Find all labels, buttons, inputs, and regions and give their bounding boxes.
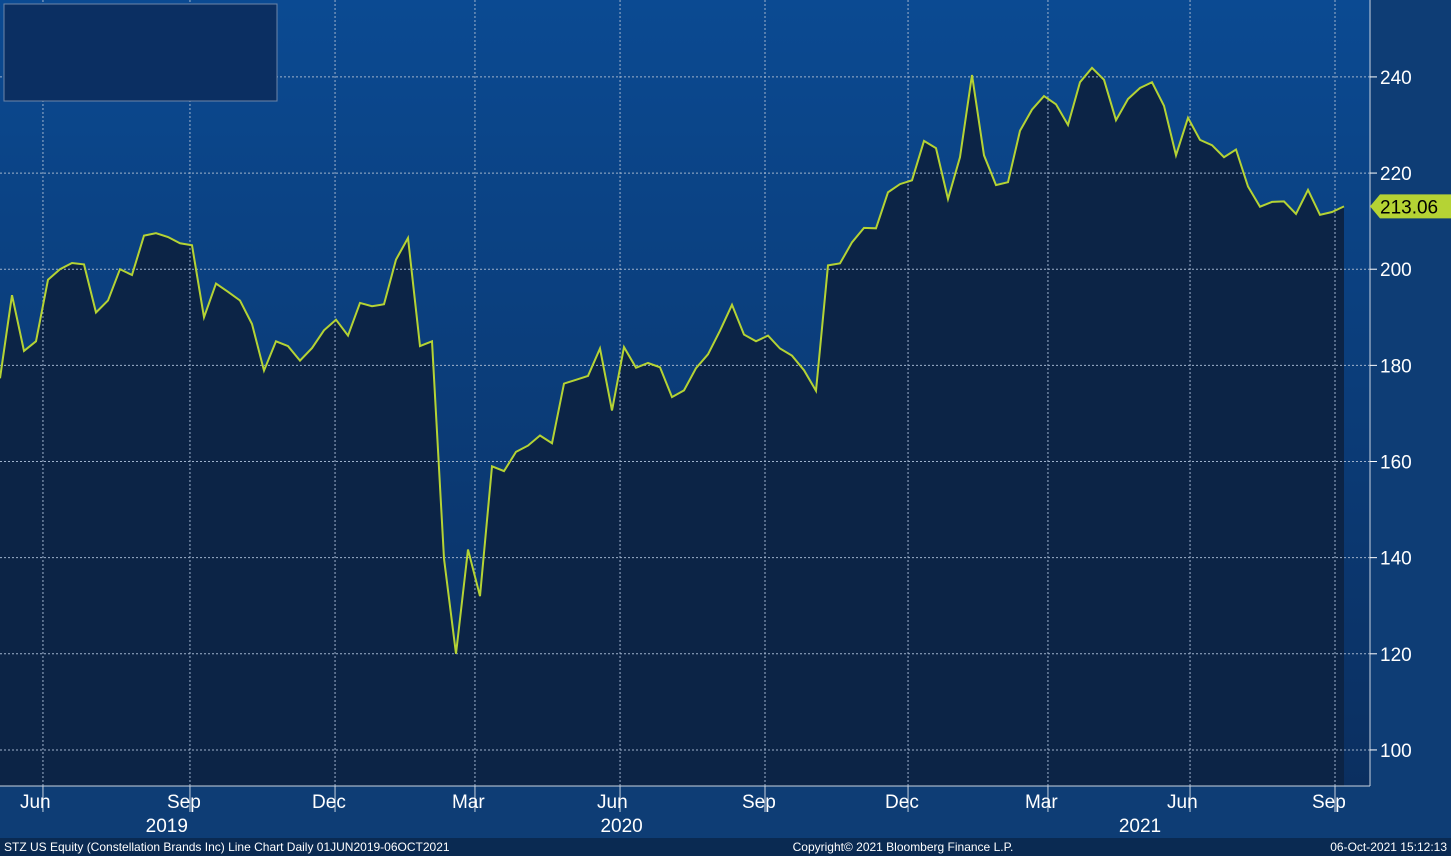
x-tick-label: Jun — [20, 792, 51, 813]
x-tick-label: Sep — [742, 792, 776, 813]
footer-center: Copyright© 2021 Bloomberg Finance L.P. — [793, 840, 1014, 854]
year-label: 2020 — [600, 816, 642, 837]
y-tick-label: 220 — [1380, 164, 1412, 185]
footer-bar — [0, 838, 1451, 856]
y-tick-label: 200 — [1380, 260, 1412, 281]
price-line — [0, 66, 1345, 654]
footer-right: 06-Oct-2021 15:12:13 — [1330, 840, 1447, 854]
x-tick-label: Mar — [1025, 792, 1058, 813]
x-tick-label: Mar — [452, 792, 485, 813]
y-tick-label: 240 — [1380, 68, 1412, 89]
footer-left: STZ US Equity (Constellation Brands Inc)… — [4, 840, 450, 854]
y-tick-label: 160 — [1380, 453, 1412, 474]
area — [0, 67, 1344, 787]
price-tag-label: 213.06 — [1380, 197, 1438, 218]
y-tick-label: 100 — [1380, 741, 1412, 762]
x-tick-label: Sep — [1312, 792, 1346, 813]
x-tick-label: Jun — [597, 792, 628, 813]
y-tick-label: 120 — [1380, 645, 1412, 666]
x-tick-label: Jun — [1167, 792, 1198, 813]
year-label: 2019 — [146, 816, 188, 837]
price-tag — [1370, 194, 1451, 219]
y-tick-label: 140 — [1380, 549, 1412, 570]
legend-box — [3, 3, 278, 102]
x-tick-label: Sep — [167, 792, 201, 813]
y-tick-label: 180 — [1380, 356, 1412, 377]
x-tick-label: Dec — [312, 792, 346, 813]
x-tick-label: Dec — [885, 792, 919, 813]
year-label: 2021 — [1119, 816, 1161, 837]
